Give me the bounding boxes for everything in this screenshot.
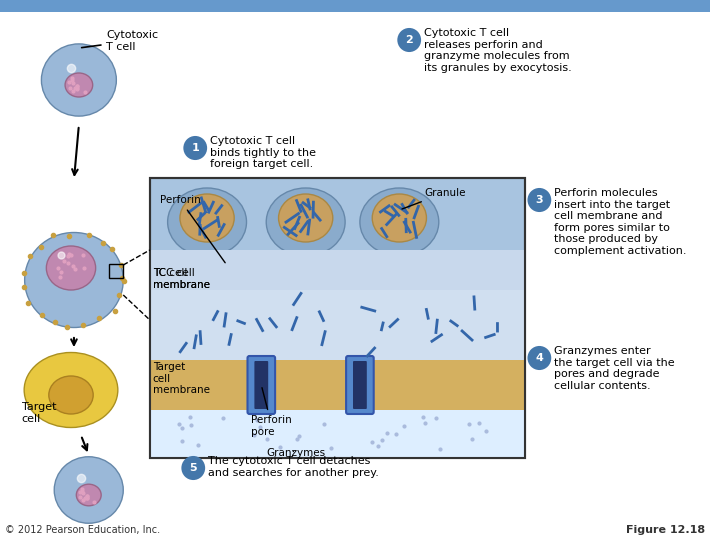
Text: 2: 2: [405, 35, 413, 45]
Text: 5: 5: [189, 463, 197, 473]
Ellipse shape: [372, 194, 426, 242]
Text: Cytotoxic T cell
releases perforin and
granzyme molecules from
its granules by e: Cytotoxic T cell releases perforin and g…: [424, 28, 572, 73]
FancyBboxPatch shape: [150, 178, 525, 458]
Text: 4: 4: [536, 353, 544, 363]
Text: 3: 3: [536, 195, 543, 205]
Text: Perforin
pore: Perforin pore: [251, 388, 292, 437]
Ellipse shape: [42, 44, 117, 116]
Text: Granzymes enter
the target cell via the
pores and degrade
cellular contents.: Granzymes enter the target cell via the …: [554, 346, 675, 391]
FancyBboxPatch shape: [150, 410, 525, 458]
Ellipse shape: [168, 188, 246, 256]
FancyBboxPatch shape: [0, 0, 710, 12]
FancyBboxPatch shape: [346, 356, 374, 414]
Text: © 2012 Pearson Education, Inc.: © 2012 Pearson Education, Inc.: [5, 525, 160, 535]
Ellipse shape: [180, 194, 234, 242]
FancyBboxPatch shape: [150, 290, 525, 360]
Text: The cytotoxic T cell detaches
and searches for another prey.: The cytotoxic T cell detaches and search…: [208, 456, 379, 477]
Text: Granzymes: Granzymes: [266, 448, 325, 458]
Ellipse shape: [76, 484, 102, 506]
FancyBboxPatch shape: [150, 250, 525, 290]
Text: Figure 12.18: Figure 12.18: [626, 525, 705, 535]
Ellipse shape: [360, 188, 438, 256]
Text: Perforin molecules
insert into the target
cell membrane and
form pores similar t: Perforin molecules insert into the targe…: [554, 188, 687, 256]
Ellipse shape: [24, 353, 118, 428]
Text: Perforin: Perforin: [160, 195, 225, 263]
Text: Cytotoxic
T cell: Cytotoxic T cell: [81, 30, 158, 52]
FancyBboxPatch shape: [353, 361, 366, 409]
Ellipse shape: [24, 233, 123, 327]
FancyBboxPatch shape: [150, 360, 525, 410]
Text: 1: 1: [192, 143, 199, 153]
Circle shape: [528, 347, 550, 369]
Ellipse shape: [46, 246, 96, 290]
Circle shape: [398, 29, 420, 51]
Text: Cytotoxic T cell
binds tightly to the
foreign target cell.: Cytotoxic T cell binds tightly to the fo…: [210, 136, 316, 169]
FancyBboxPatch shape: [254, 361, 269, 409]
Ellipse shape: [279, 194, 333, 242]
Ellipse shape: [49, 376, 93, 414]
FancyBboxPatch shape: [248, 356, 275, 414]
Ellipse shape: [65, 73, 93, 97]
Circle shape: [182, 457, 204, 479]
Circle shape: [528, 189, 550, 211]
Text: Target
cell
membrane: Target cell membrane: [153, 362, 210, 395]
Text: Target
cell: Target cell: [22, 402, 56, 423]
Ellipse shape: [54, 457, 123, 523]
Circle shape: [184, 137, 206, 159]
Ellipse shape: [266, 188, 345, 256]
Text: TC cell
membrane: TC cell membrane: [153, 268, 210, 289]
Text: Granule: Granule: [402, 188, 466, 209]
Text: TCC cell
membrane: TCC cell membrane: [153, 268, 210, 289]
